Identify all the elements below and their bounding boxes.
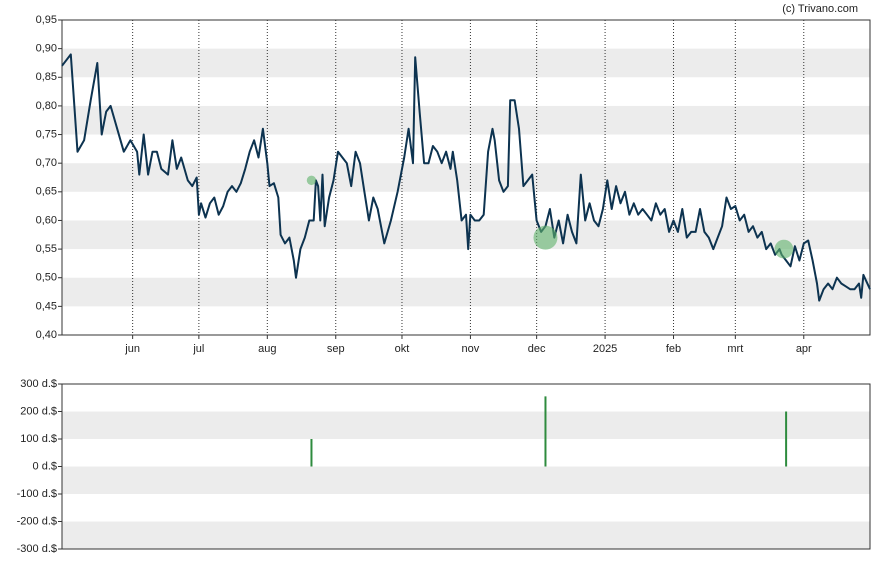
y-tick-label: 0,45 [36,300,57,312]
x-tick-label: dec [528,343,546,355]
x-tick-label: jul [192,343,204,355]
stripe [62,521,870,549]
stripe [62,48,870,78]
y-tick-label: 0,90 [36,43,57,55]
x-tick-label: nov [462,343,480,355]
x-tick-label: aug [258,343,276,355]
stripe [62,277,870,307]
plot-frame [61,383,871,550]
y-tick-label: 0,65 [36,186,57,198]
x-tick-label: okt [395,343,410,355]
y-tick-label: 0,85 [36,71,57,83]
stripe [62,411,870,439]
y-tick-label: 0,55 [36,243,57,255]
x-tick-label: 2025 [593,343,617,355]
y-tick-label: 0,60 [36,214,57,226]
y-tick-label: -200 d.$ [17,515,57,527]
trade-marker [774,239,794,259]
y-tick-label: 0,95 [36,14,57,26]
y-tick-label: 0,40 [36,329,57,341]
y-tick-label: 300 d.$ [20,378,57,390]
y-tick-label: 0,50 [36,272,57,284]
y-tick-label: -100 d.$ [17,488,57,500]
y-tick-label: -300 d.$ [17,543,57,555]
x-tick-label: feb [666,343,681,355]
x-tick-label: sep [327,343,345,355]
trade-marker [306,175,317,186]
y-tick-label: 0,80 [36,100,57,112]
y-tick-label: 0,75 [36,128,57,140]
x-tick-label: jun [124,343,140,355]
y-tick-label: 100 d.$ [20,433,57,445]
price-line [61,53,871,302]
y-tick-label: 200 d.$ [20,405,57,417]
y-tick-label: 0 d.$ [33,460,57,472]
stripe [62,105,870,135]
x-tick-label: apr [796,343,812,355]
stripe [62,466,870,494]
credit: (c) Trivano.com [782,3,858,15]
x-tick-label: mrt [727,343,743,355]
y-tick-label: 0,70 [36,157,57,169]
plot-frame [61,19,871,336]
trade-marker [533,225,558,250]
